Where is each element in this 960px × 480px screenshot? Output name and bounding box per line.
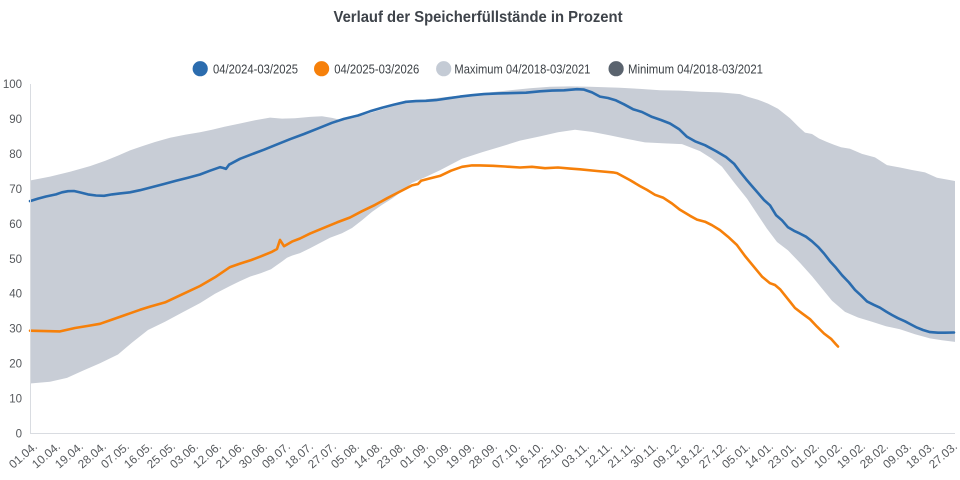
svg-text:Maximum 04/2018-03/2021: Maximum 04/2018-03/2021	[454, 61, 590, 76]
svg-text:20: 20	[9, 359, 22, 371]
svg-text:Minimum 04/2018-03/2021: Minimum 04/2018-03/2021	[628, 61, 763, 76]
svg-text:100: 100	[3, 79, 22, 91]
svg-text:80: 80	[9, 149, 22, 161]
svg-text:30: 30	[9, 324, 22, 336]
svg-text:90: 90	[9, 114, 22, 126]
svg-text:70: 70	[9, 184, 22, 196]
svg-text:Verlauf der Speicherfüllstände: Verlauf der Speicherfüllstände in Prozen…	[334, 9, 623, 26]
svg-text:50: 50	[9, 254, 22, 266]
svg-text:0: 0	[16, 429, 22, 441]
svg-text:60: 60	[9, 219, 22, 231]
svg-text:04/2024-03/2025: 04/2024-03/2025	[213, 61, 298, 76]
svg-text:10: 10	[9, 394, 22, 406]
svg-text:04/2025-03/2026: 04/2025-03/2026	[334, 61, 419, 76]
svg-text:40: 40	[9, 289, 22, 301]
